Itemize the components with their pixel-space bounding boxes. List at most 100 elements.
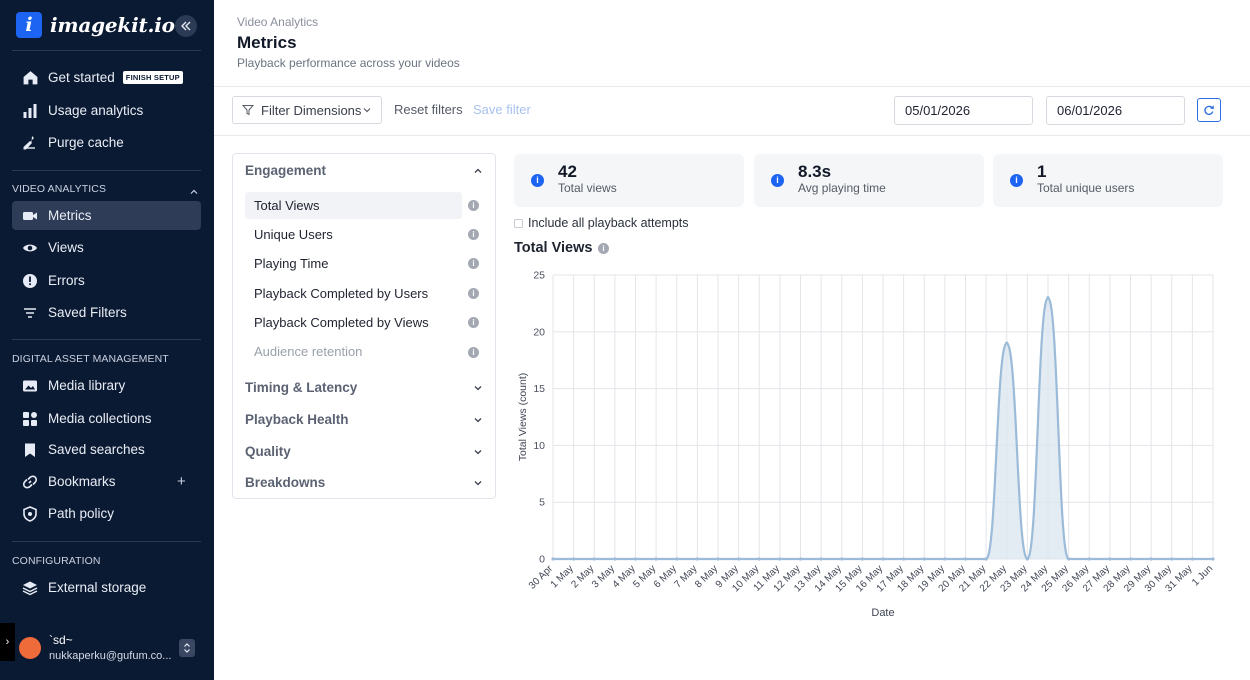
nav-views[interactable]: Views bbox=[12, 233, 201, 262]
nav-label: Metrics bbox=[48, 208, 92, 223]
nav-usage-analytics[interactable]: Usage analytics bbox=[12, 96, 201, 125]
info-icon[interactable]: i bbox=[468, 258, 479, 269]
info-icon[interactable]: i bbox=[771, 174, 784, 187]
nav-label: Usage analytics bbox=[48, 103, 144, 118]
data-point[interactable] bbox=[1211, 557, 1215, 561]
save-filter-button[interactable]: Save filter bbox=[473, 102, 531, 117]
filter-lines-icon bbox=[21, 304, 39, 322]
data-point[interactable] bbox=[798, 557, 803, 561]
data-point[interactable] bbox=[572, 557, 576, 561]
data-point[interactable] bbox=[943, 557, 947, 561]
expand-panel-chevron-right-icon[interactable]: › bbox=[0, 623, 15, 661]
metric-unique-users[interactable]: Unique Users bbox=[254, 227, 333, 242]
data-point[interactable] bbox=[1108, 557, 1112, 561]
data-point[interactable] bbox=[860, 557, 864, 561]
info-icon[interactable]: i bbox=[598, 243, 609, 254]
data-point[interactable] bbox=[819, 557, 823, 561]
chevron-up-down-icon bbox=[184, 643, 190, 653]
refresh-button[interactable] bbox=[1197, 98, 1221, 122]
stat-label: Avg playing time bbox=[798, 181, 886, 195]
data-point[interactable] bbox=[613, 557, 617, 561]
broom-icon bbox=[21, 134, 39, 152]
collapse-sidebar-button[interactable] bbox=[175, 15, 197, 37]
nav-saved-filters[interactable]: Saved Filters bbox=[12, 298, 201, 327]
chevron-down-icon[interactable] bbox=[473, 383, 483, 393]
data-point[interactable] bbox=[922, 557, 926, 561]
info-icon[interactable]: i bbox=[468, 200, 479, 211]
avatar[interactable] bbox=[19, 637, 41, 659]
info-icon[interactable]: i bbox=[468, 317, 479, 328]
nav-bookmarks[interactable]: Bookmarks bbox=[12, 467, 201, 496]
data-point[interactable] bbox=[633, 557, 638, 561]
info-icon[interactable]: i bbox=[531, 174, 544, 187]
chevron-down-icon bbox=[363, 108, 371, 113]
chevron-up-icon[interactable] bbox=[473, 166, 483, 176]
nav-get-started[interactable]: Get started FINISH SETUP bbox=[12, 63, 201, 92]
divider bbox=[12, 50, 201, 51]
nav-purge-cache[interactable]: Purge cache bbox=[12, 128, 201, 157]
data-point[interactable] bbox=[675, 557, 679, 561]
data-point[interactable] bbox=[881, 557, 885, 561]
data-point[interactable] bbox=[1190, 557, 1194, 561]
add-bookmark-plus-icon[interactable]: + bbox=[177, 473, 186, 490]
data-point[interactable] bbox=[551, 557, 555, 561]
metric-playback-completed-views[interactable]: Playback Completed by Views bbox=[254, 315, 429, 330]
info-icon[interactable]: i bbox=[468, 288, 479, 299]
reset-filters-button[interactable]: Reset filters bbox=[394, 102, 463, 117]
data-point[interactable] bbox=[1128, 557, 1133, 561]
data-point[interactable] bbox=[902, 557, 906, 561]
metric-total-views[interactable]: Total Views bbox=[245, 192, 462, 219]
data-point[interactable] bbox=[984, 557, 988, 561]
filter-dimensions-button[interactable]: Filter Dimensions bbox=[232, 96, 382, 124]
chevron-down-icon[interactable] bbox=[473, 415, 483, 425]
data-point[interactable] bbox=[1170, 557, 1174, 561]
finish-setup-badge[interactable]: FINISH SETUP bbox=[122, 71, 183, 84]
nav-media-collections[interactable]: Media collections bbox=[12, 404, 201, 433]
user-name: `sd~ bbox=[49, 633, 73, 647]
data-point[interactable] bbox=[1087, 557, 1091, 561]
info-icon[interactable]: i bbox=[468, 229, 479, 240]
shield-icon bbox=[21, 505, 39, 523]
data-point[interactable] bbox=[778, 557, 782, 561]
section-breakdowns[interactable]: Breakdowns bbox=[245, 475, 326, 490]
include-playback-attempts-checkbox[interactable] bbox=[514, 219, 523, 228]
data-point[interactable] bbox=[840, 557, 844, 561]
data-point[interactable] bbox=[1149, 557, 1153, 561]
nav-media-library[interactable]: Media library bbox=[12, 371, 201, 400]
section-playback-health[interactable]: Playback Health bbox=[245, 412, 349, 427]
data-point[interactable] bbox=[654, 557, 658, 561]
metric-playback-completed-users[interactable]: Playback Completed by Users bbox=[254, 286, 429, 301]
section-engagement[interactable]: Engagement bbox=[245, 163, 327, 178]
nav-metrics[interactable]: Metrics bbox=[12, 201, 201, 230]
section-timing-latency[interactable]: Timing & Latency bbox=[245, 380, 358, 395]
bookmark-icon bbox=[21, 441, 39, 459]
info-icon[interactable]: i bbox=[468, 347, 479, 358]
nav-external-storage[interactable]: External storage bbox=[12, 573, 201, 602]
data-point[interactable] bbox=[1005, 341, 1009, 345]
chevron-down-icon[interactable] bbox=[473, 447, 483, 457]
data-point[interactable] bbox=[757, 557, 761, 561]
nav-errors[interactable]: Errors bbox=[12, 266, 201, 295]
data-point[interactable] bbox=[592, 557, 596, 561]
start-date-input[interactable] bbox=[894, 96, 1033, 125]
breadcrumb[interactable]: Video Analytics bbox=[237, 15, 319, 29]
nav-saved-searches[interactable]: Saved searches bbox=[12, 435, 201, 464]
chevron-down-icon[interactable] bbox=[473, 478, 483, 488]
data-point[interactable] bbox=[1025, 557, 1029, 561]
data-point[interactable] bbox=[963, 557, 968, 561]
metric-playing-time[interactable]: Playing Time bbox=[254, 256, 329, 271]
data-point[interactable] bbox=[716, 557, 720, 561]
brand-name: imagekit.io bbox=[50, 13, 175, 37]
info-icon[interactable]: i bbox=[1010, 174, 1023, 187]
brand-logo[interactable]: i imagekit.io bbox=[16, 12, 175, 38]
account-switcher-button[interactable] bbox=[179, 639, 195, 657]
data-point[interactable] bbox=[1046, 296, 1050, 300]
user-email: nukkaperku@gufum.co... bbox=[49, 650, 172, 662]
data-point[interactable] bbox=[695, 557, 699, 561]
section-collapse-chevron-up-icon[interactable] bbox=[190, 183, 198, 201]
section-quality[interactable]: Quality bbox=[245, 444, 291, 459]
nav-path-policy[interactable]: Path policy bbox=[12, 499, 201, 528]
end-date-input[interactable] bbox=[1046, 96, 1185, 125]
data-point[interactable] bbox=[737, 557, 741, 561]
data-point[interactable] bbox=[1067, 557, 1071, 561]
